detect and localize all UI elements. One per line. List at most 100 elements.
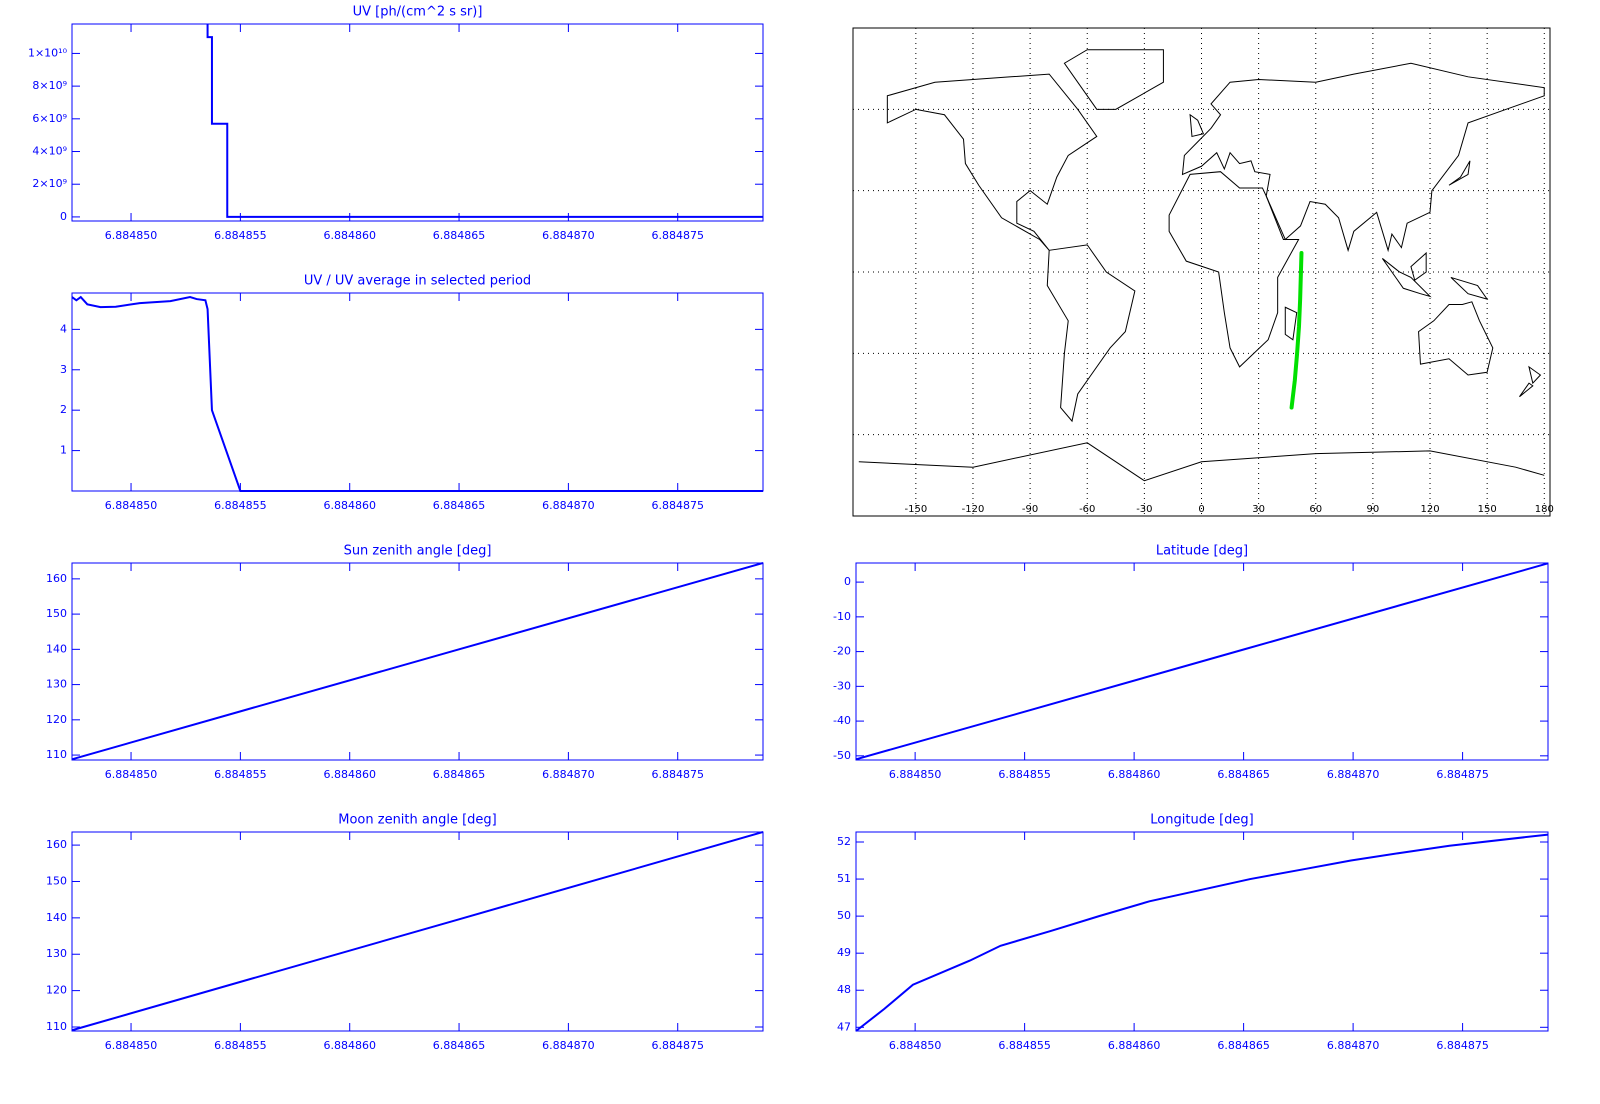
new-zealand: [1519, 367, 1540, 397]
x-tick-label: 6.884850: [105, 1039, 158, 1052]
x-tick-label: 6.884875: [651, 1039, 704, 1052]
x-tick-label: 6.884870: [1327, 768, 1380, 781]
x-tick-label: 6.884850: [889, 768, 942, 781]
x-tick-label: 30: [1252, 504, 1265, 515]
greenland: [1064, 50, 1163, 110]
x-tick-label: 6.884860: [323, 768, 376, 781]
x-tick-label: 6.884865: [433, 1039, 486, 1052]
y-tick-label: 50: [837, 909, 851, 922]
y-tick-label: 150: [46, 607, 67, 620]
x-tick-label: 6.884855: [998, 1039, 1051, 1052]
y-tick-label: 120: [46, 713, 67, 726]
y-tick-label: 0: [844, 575, 851, 588]
y-tick-label: 2×10⁹: [32, 177, 67, 190]
x-tick-label: 6.884875: [1436, 768, 1489, 781]
y-tick-label: 110: [46, 1020, 67, 1033]
x-tick-label: 6.884850: [105, 229, 158, 242]
y-tick-label: -50: [833, 749, 851, 762]
y-tick-label: 48: [837, 983, 851, 996]
y-tick-label: 1×10¹⁰: [28, 46, 68, 59]
north-america: [887, 74, 1096, 250]
x-tick-label: 6.884870: [542, 499, 595, 512]
x-tick-label: 6.884865: [433, 768, 486, 781]
indonesia: [1382, 253, 1487, 299]
uk: [1190, 115, 1203, 137]
y-tick-label: 4×10⁹: [32, 145, 67, 158]
y-tick-label: 2: [60, 403, 67, 416]
x-tick-label: 60: [1309, 504, 1322, 515]
y-tick-label: 110: [46, 748, 67, 761]
y-tick-label: 4: [60, 322, 67, 335]
x-tick-label: 0: [1198, 504, 1204, 515]
y-tick-label: 49: [837, 946, 851, 959]
madagascar: [1285, 307, 1296, 340]
x-tick-label: 6.884855: [214, 768, 267, 781]
y-tick-label: -10: [833, 610, 851, 623]
africa: [1169, 172, 1298, 367]
x-tick-label: 6.884850: [105, 768, 158, 781]
x-tick-label: 6.884870: [542, 229, 595, 242]
chart-title: UV [ph/(cm^2 s sr)]: [353, 5, 483, 20]
plot-frame: [71, 292, 764, 492]
x-tick-label: 6.884860: [1108, 768, 1161, 781]
x-tick-label: 6.884865: [433, 229, 486, 242]
x-tick-label: -60: [1079, 504, 1095, 515]
x-tick-label: 6.884875: [651, 768, 704, 781]
y-tick-label: 150: [46, 874, 67, 887]
y-tick-label: 140: [46, 911, 67, 924]
x-tick-label: 6.884875: [651, 229, 704, 242]
y-tick-label: 160: [46, 572, 67, 585]
x-tick-label: 6.884870: [1327, 1039, 1380, 1052]
chart-title: UV / UV average in selected period: [304, 274, 531, 289]
x-tick-label: 6.884870: [542, 768, 595, 781]
plot-frame: [855, 831, 1549, 1032]
australia: [1419, 302, 1493, 375]
data-line: [206, 24, 763, 218]
x-tick-label: 6.884855: [214, 499, 267, 512]
y-tick-label: 120: [46, 984, 67, 997]
x-tick-label: 90: [1367, 504, 1380, 515]
y-tick-label: 6×10⁹: [32, 112, 67, 125]
x-tick-label: -120: [962, 504, 985, 515]
data-line: [71, 295, 763, 492]
y-tick-label: -30: [833, 679, 851, 692]
y-tick-label: 130: [46, 678, 67, 691]
x-tick-label: 180: [1535, 504, 1554, 515]
antarctica: [859, 443, 1544, 481]
x-tick-label: 6.884860: [1108, 1039, 1161, 1052]
x-tick-label: 6.884860: [323, 229, 376, 242]
x-tick-label: 6.884875: [651, 499, 704, 512]
eurasia: [1182, 63, 1544, 250]
coastlines: [859, 50, 1544, 481]
data-line: [71, 831, 764, 1032]
plot-frame: [71, 23, 764, 222]
y-tick-label: 52: [837, 835, 851, 848]
y-tick-label: 51: [837, 872, 851, 885]
y-tick-label: 8×10⁹: [32, 79, 67, 92]
satellite-track: [1289, 251, 1304, 410]
x-tick-label: 6.884865: [1217, 768, 1270, 781]
data-line: [855, 562, 1549, 761]
x-tick-label: 6.884855: [998, 768, 1051, 781]
y-tick-label: 0: [60, 210, 67, 223]
y-tick-label: 3: [60, 363, 67, 376]
y-tick-label: 140: [46, 642, 67, 655]
x-tick-label: 150: [1478, 504, 1497, 515]
x-tick-label: 6.884875: [1436, 1039, 1489, 1052]
plot-frame: [71, 831, 764, 1032]
japan: [1449, 161, 1470, 185]
x-tick-label: 120: [1420, 504, 1439, 515]
y-tick-label: 160: [46, 838, 67, 851]
x-tick-label: 6.884855: [214, 1039, 267, 1052]
x-tick-label: 6.884865: [433, 499, 486, 512]
y-tick-label: -20: [833, 645, 851, 658]
x-tick-label: 6.884860: [323, 499, 376, 512]
y-tick-label: 1: [60, 444, 67, 457]
map-frame: [852, 27, 1551, 517]
x-tick-label: 6.884855: [214, 229, 267, 242]
x-tick-label: 6.884860: [323, 1039, 376, 1052]
plot-frame: [71, 562, 764, 761]
plot-frame: [855, 562, 1549, 761]
